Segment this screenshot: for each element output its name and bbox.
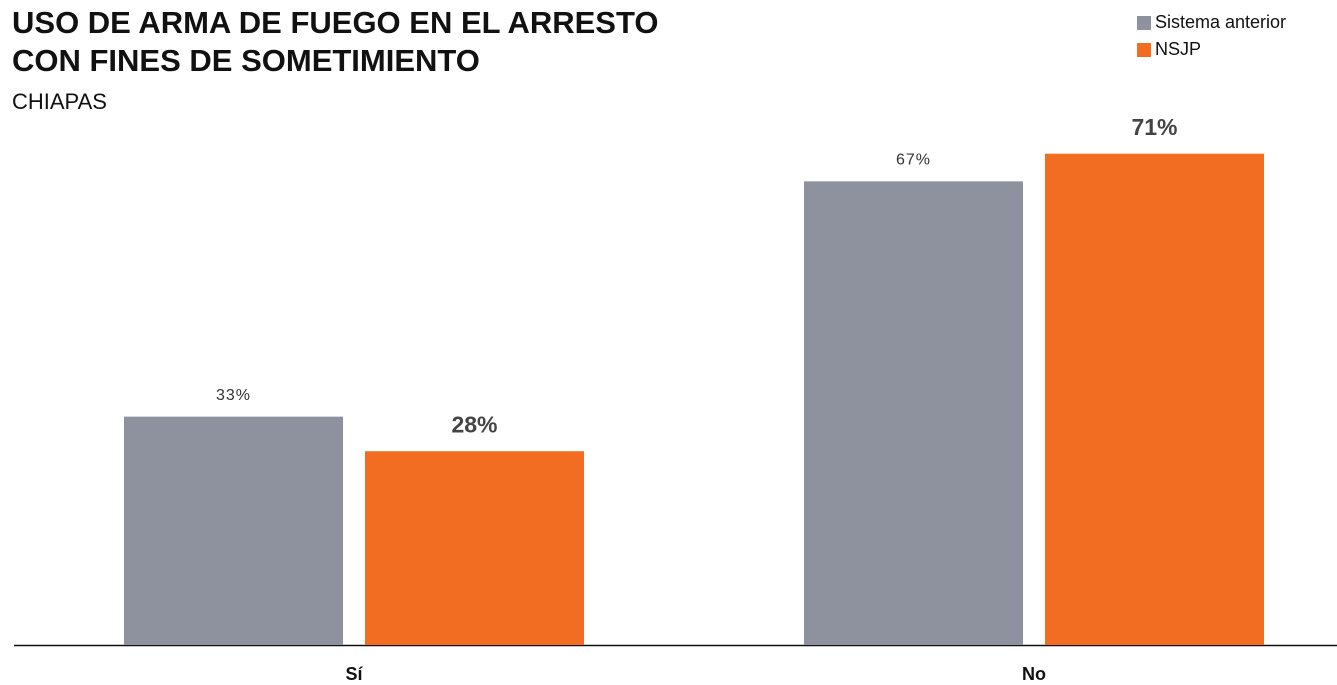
bar [365, 451, 584, 645]
value-label: 67% [896, 152, 931, 169]
legend-swatch [1137, 16, 1151, 30]
legend-label: NSJP [1155, 39, 1201, 59]
value-label: 28% [451, 411, 497, 437]
legend-label: Sistema anterior [1155, 12, 1286, 32]
x-tick-label: Sí [345, 664, 363, 684]
bar [804, 181, 1023, 646]
bar [124, 416, 343, 645]
value-label: 71% [1131, 114, 1177, 140]
legend-swatch [1137, 43, 1151, 57]
bar [1045, 153, 1264, 645]
x-tick-label: No [1022, 664, 1046, 684]
value-label: 33% [216, 387, 251, 404]
chart-title: USO DE ARMA DE FUEGO EN EL ARRESTO [12, 5, 658, 40]
chart-subtitle: CHIAPAS [12, 89, 107, 114]
chart-title: CON FINES DE SOMETIMIENTO [12, 43, 480, 78]
